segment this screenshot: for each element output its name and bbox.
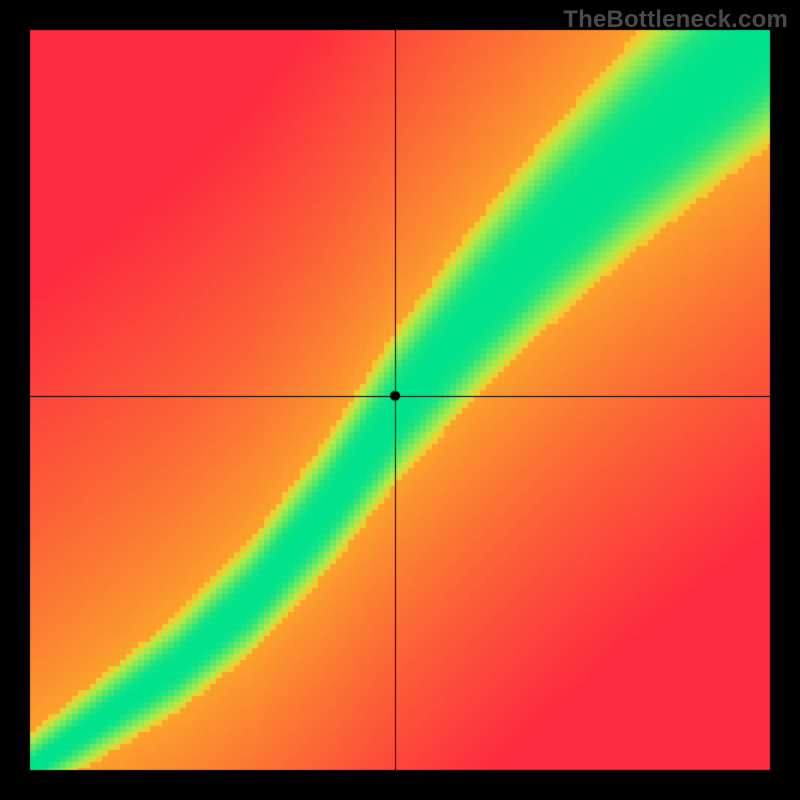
chart-container: TheBottleneck.com	[0, 0, 800, 800]
bottleneck-heatmap	[0, 0, 800, 800]
watermark-text: TheBottleneck.com	[563, 6, 788, 34]
